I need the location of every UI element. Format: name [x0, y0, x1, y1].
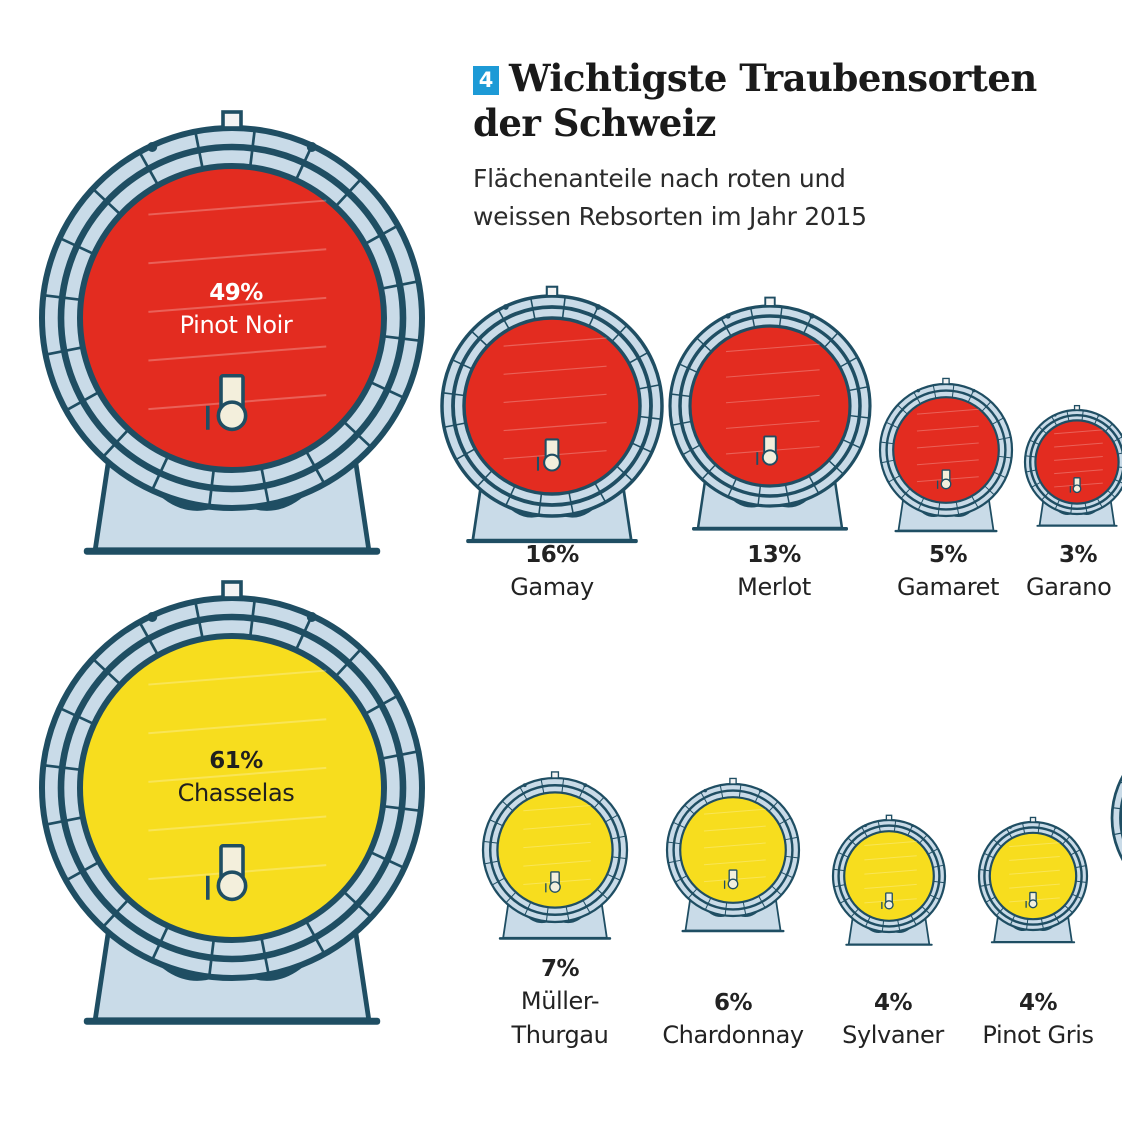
- variety-name: Gamaret: [896, 573, 1000, 601]
- variety-name: Garano: [1026, 573, 1112, 601]
- pct-label: 3%: [1059, 542, 1098, 568]
- title-block: 4 Wichtigste Traubensorten der Schweiz F…: [473, 56, 1113, 236]
- label-garanoir: 3% Garano: [1026, 540, 1122, 604]
- chart-number-badge: 4: [473, 66, 499, 95]
- chart-title-line-1: Wichtigste Traubensorten: [509, 56, 1037, 100]
- barrel-sylvaner: [831, 814, 947, 946]
- barrel-pinot-gris: [977, 816, 1089, 944]
- label-mueller-thurgau: 7% Müller- Thurgau: [480, 954, 640, 1052]
- subtitle-line-1: Flächenanteile nach roten und: [473, 164, 846, 193]
- pct-label: 13%: [747, 542, 801, 568]
- barrel-garanoir: [1023, 404, 1122, 527]
- label-pinot-gris: 4% Pinot Gris: [966, 988, 1110, 1052]
- variety-name: Pinot Noir: [179, 311, 293, 339]
- barrel-gamaret: [878, 377, 1014, 533]
- pct-label: 61%: [209, 748, 263, 774]
- barrel-offscreen: [1110, 774, 1122, 862]
- barrel-merlot: [668, 296, 872, 531]
- variety-name: Müller- Thurgau: [511, 987, 609, 1049]
- label-merlot: 13% Merlot: [694, 540, 854, 604]
- label-chardonnay: 6% Chardonnay: [648, 988, 818, 1052]
- pct-label: 4%: [873, 990, 913, 1016]
- variety-name: Gamay: [510, 573, 594, 601]
- label-pinot-noir: 49% Pinot Noir: [136, 278, 336, 342]
- variety-name: Chardonnay: [662, 1021, 804, 1049]
- pct-label: 16%: [525, 542, 579, 568]
- variety-name: Chasselas: [177, 779, 295, 807]
- pct-label: 5%: [928, 542, 968, 568]
- barrel-mueller-thurgau: [481, 771, 629, 940]
- chart-title-line-2: der Schweiz: [473, 101, 716, 145]
- barrel-chardonnay: [665, 777, 801, 933]
- variety-name: Sylvaner: [842, 1021, 944, 1049]
- barrel-chasselas: [39, 580, 425, 1025]
- pct-label: 6%: [713, 990, 753, 1016]
- variety-name: Merlot: [737, 573, 811, 601]
- barrel-gamay: [440, 285, 664, 544]
- variety-name: Pinot Gris: [982, 1021, 1094, 1049]
- subtitle-line-2: weissen Rebsorten im Jahr 2015: [473, 202, 867, 231]
- label-gamay: 16% Gamay: [472, 540, 632, 604]
- barrel-pinot-noir: [39, 110, 425, 555]
- pct-label: 49%: [209, 280, 263, 306]
- label-sylvaner: 4% Sylvaner: [828, 988, 958, 1052]
- label-chasselas: 61% Chasselas: [136, 746, 336, 810]
- chart-subtitle: Flächenanteile nach roten und weissen Re…: [473, 160, 993, 236]
- label-gamaret: 5% Gamaret: [878, 540, 1018, 604]
- pct-label: 7%: [540, 956, 580, 982]
- pct-label: 4%: [1018, 990, 1058, 1016]
